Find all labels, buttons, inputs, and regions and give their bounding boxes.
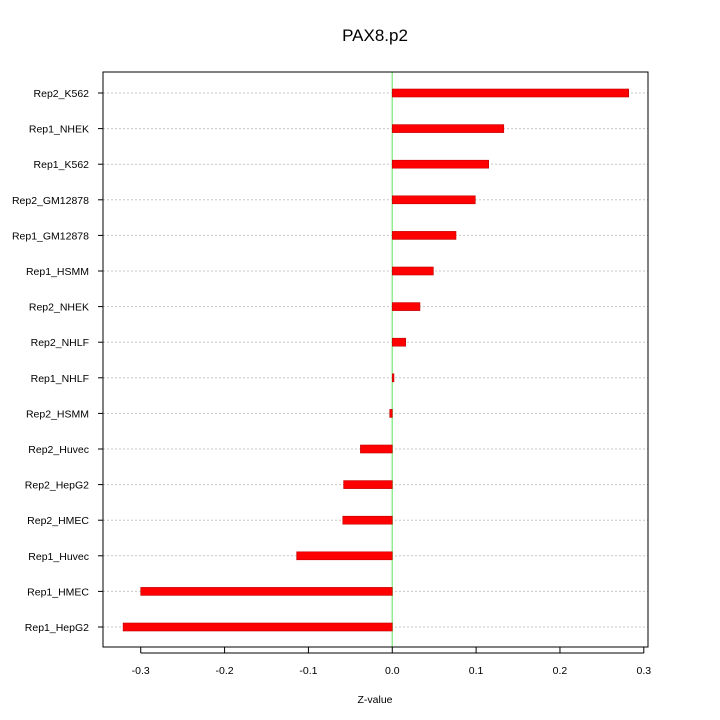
category-label: Rep1_NHLF (31, 373, 89, 385)
bar (391, 231, 457, 240)
category-label: Rep1_K562 (34, 159, 90, 171)
bar (122, 622, 393, 632)
x-tick-label: 0.0 (385, 665, 400, 677)
category-label: Rep2_HSMM (26, 408, 89, 420)
bar (389, 409, 393, 418)
category-labels: Rep2_K562 Rep1_NHEK Rep1_K562 Rep2_GM12878 R… (12, 88, 103, 634)
chart-title: PAX8.p2 (342, 26, 408, 45)
bar (391, 159, 489, 169)
category-label: Rep2_NHLF (31, 337, 89, 349)
bar (343, 480, 393, 489)
category-label: Rep1_NHEK (29, 124, 89, 136)
bar (391, 266, 434, 276)
bar (391, 195, 476, 205)
x-tick-label: 0.3 (637, 665, 652, 677)
bar (391, 337, 406, 347)
category-label: Rep2_HepG2 (25, 480, 89, 492)
bar (360, 444, 393, 454)
x-tick-label: 0.2 (553, 665, 568, 677)
bar (140, 587, 393, 596)
bar (391, 124, 505, 133)
x-tick-label: -0.2 (216, 665, 234, 677)
bar (342, 515, 393, 525)
category-label: Rep1_HepG2 (25, 622, 89, 634)
category-label: Rep1_Huvec (28, 551, 89, 563)
grid-lines (103, 92, 648, 628)
x-tick-label: -0.1 (299, 665, 317, 677)
x-tick-label: -0.3 (132, 665, 150, 677)
bar (296, 551, 393, 561)
category-label: Rep1_GM12878 (12, 230, 89, 242)
category-label: Rep2_GM12878 (12, 195, 89, 207)
bar (391, 88, 630, 98)
bar (391, 302, 421, 311)
x-axis-label: Z-value (357, 694, 392, 706)
x-tick-label: 0.1 (469, 665, 484, 677)
bars (122, 88, 630, 632)
plot-frame (102, 71, 649, 648)
category-label: Rep2_Huvec (28, 444, 89, 456)
category-label: Rep2_NHEK (29, 302, 89, 314)
x-axis: -0.3 -0.2 -0.1 0.0 0.1 0.2 0.3 (132, 647, 652, 677)
category-label: Rep2_HMEC (27, 515, 89, 527)
category-label: Rep2_K562 (34, 88, 90, 100)
category-label: Rep1_HSMM (26, 266, 89, 278)
category-label: Rep1_HMEC (27, 586, 89, 598)
bar (391, 373, 395, 383)
